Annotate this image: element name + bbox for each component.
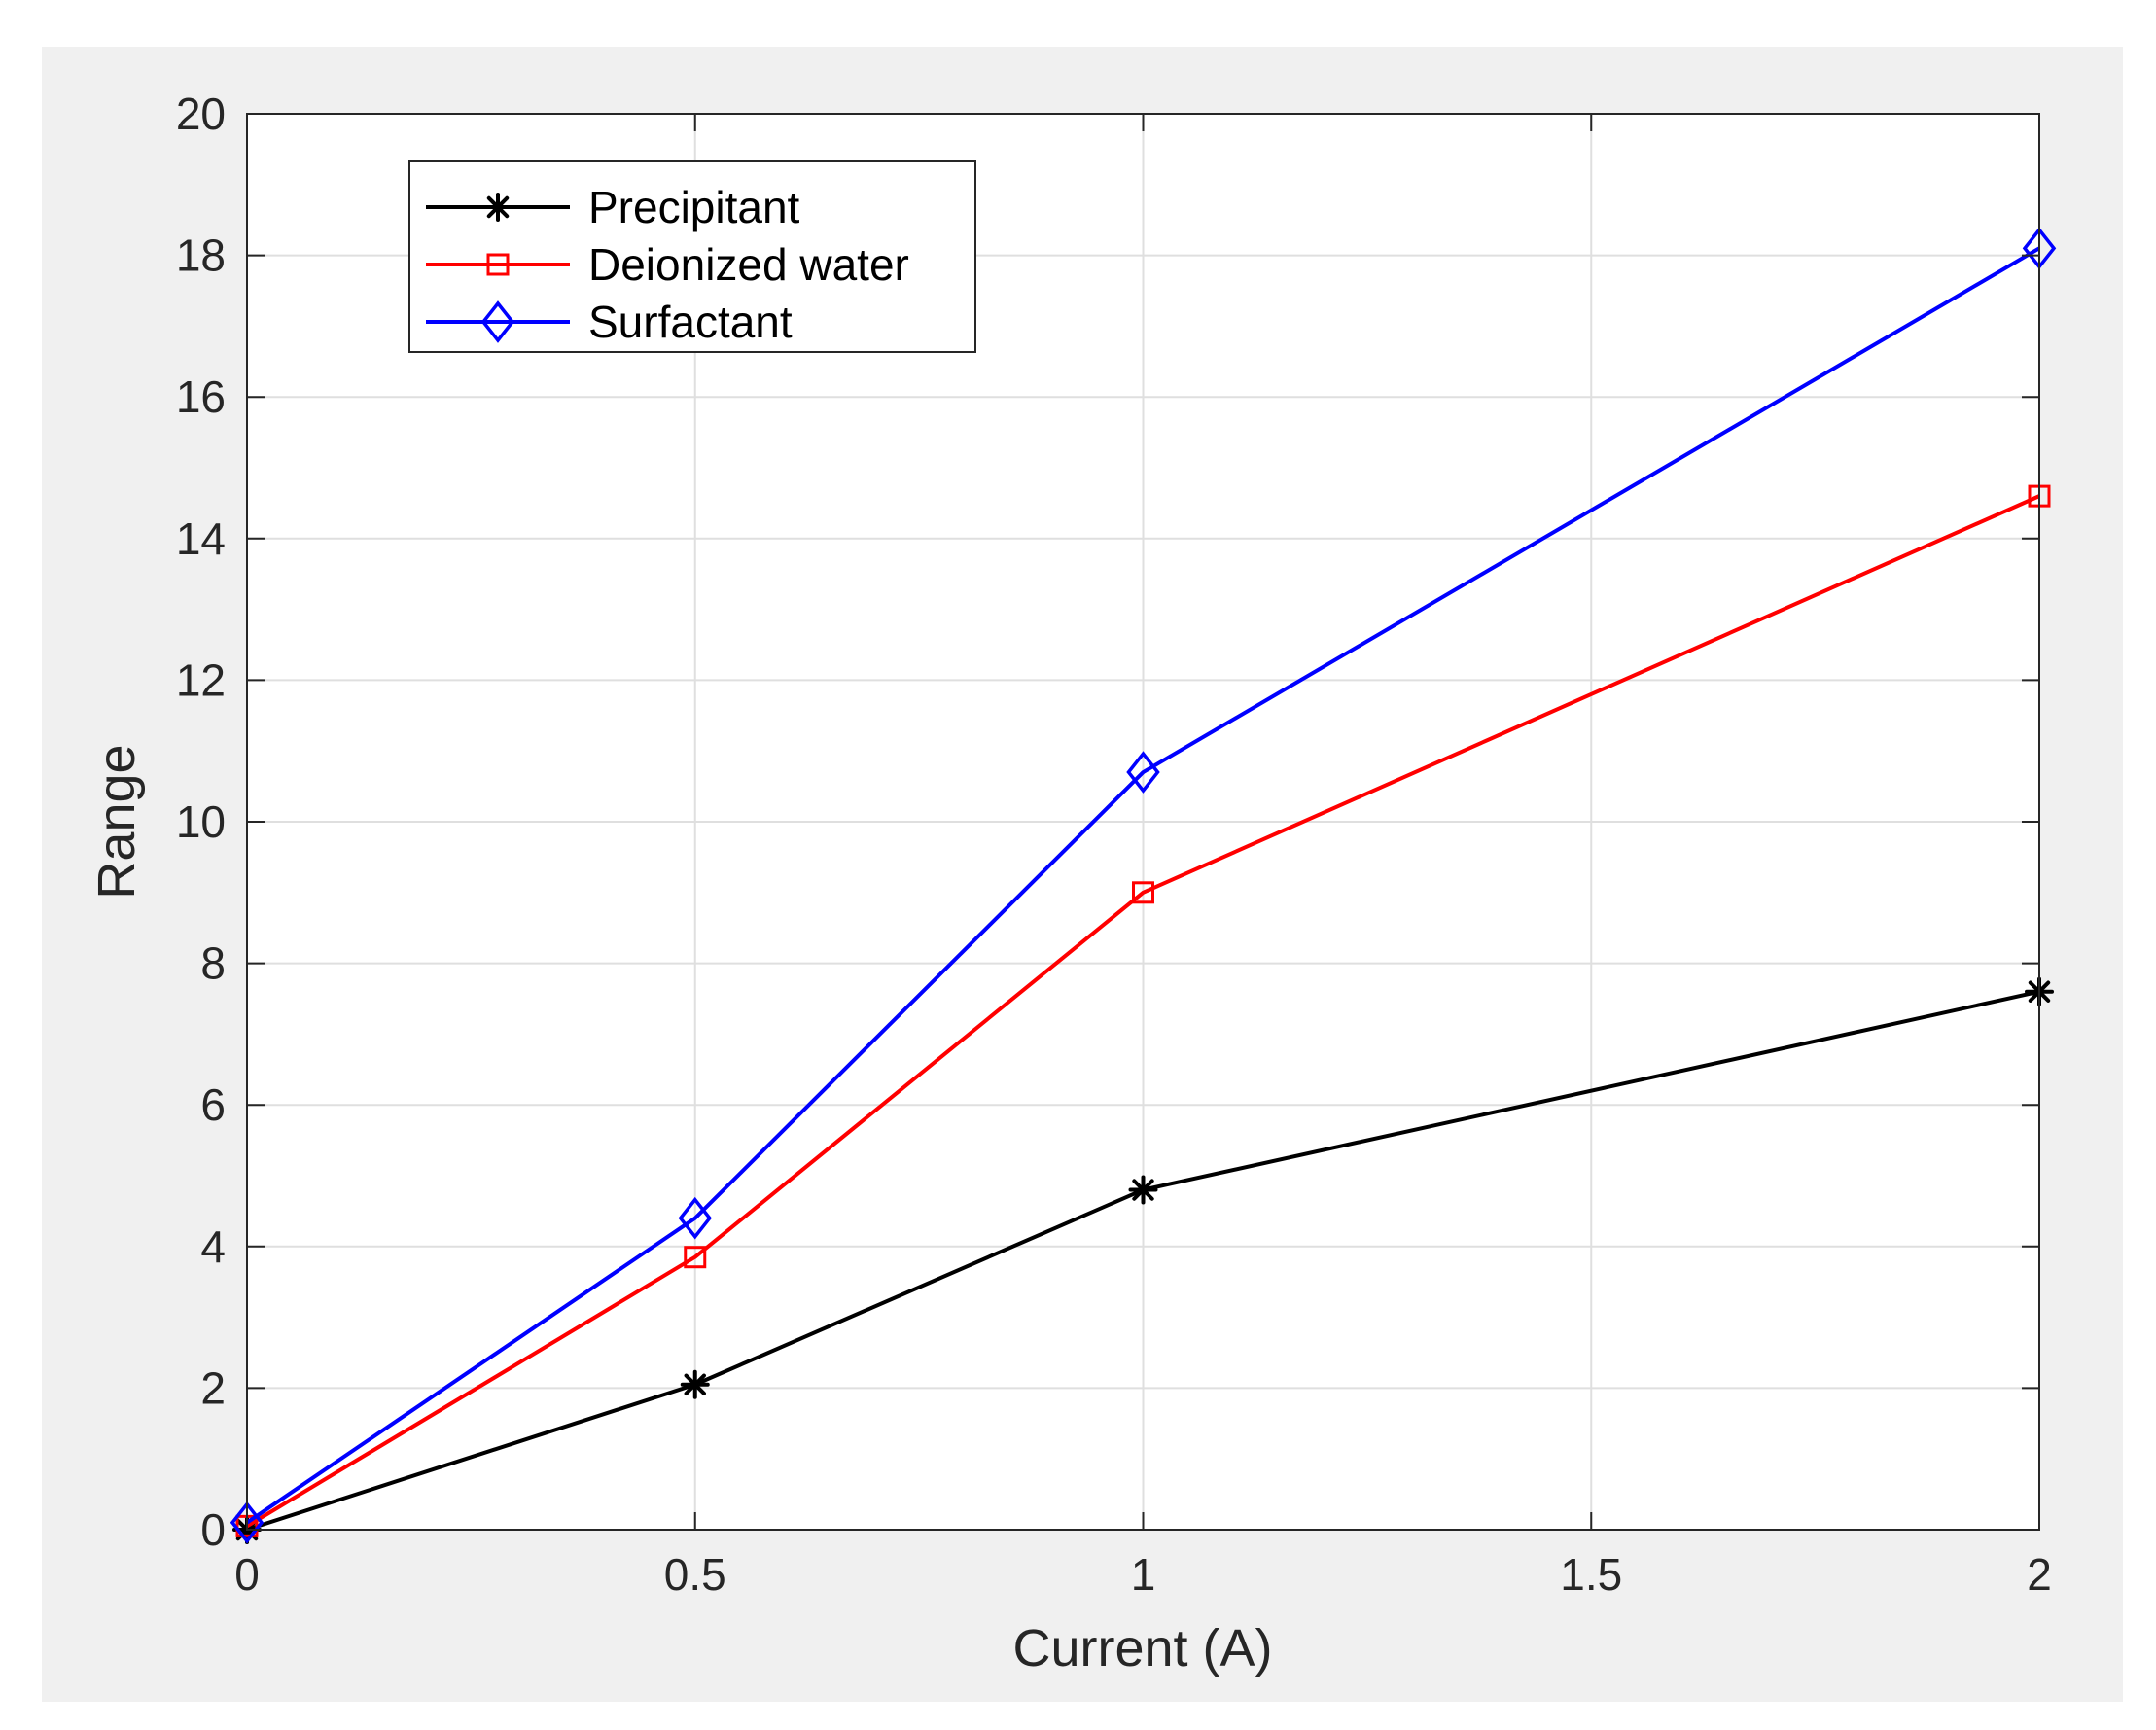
asterisk-stroke [1132,1179,1154,1201]
y-tick-label: 14 [176,513,226,564]
data-point [684,1246,707,1269]
legend-items: Precipitant Deionized water Surfactant [426,182,909,347]
figure-background: 0 0.5 1 1.5 2 0 2 4 6 8 10 12 14 16 18 20 Current (A) R… [42,47,2123,1702]
data-point [678,1196,712,1240]
y-tick-label: 0 [200,1504,226,1555]
y-axis-title: Range [88,744,146,899]
x-tick-label: 0.5 [664,1549,726,1600]
legend-label: Precipitant [588,182,800,232]
y-tick-label: 2 [200,1362,226,1413]
asterisk-stroke [684,1373,706,1395]
legend-item: Deionized water [426,239,909,290]
y-tick-label: 6 [200,1079,226,1130]
y-tick-label: 8 [200,938,226,989]
legend-label: Surfactant [588,297,793,347]
legend-marker [483,193,512,222]
ticks [246,113,2040,1531]
data-point [680,1369,710,1399]
y-tick-label: 18 [176,230,226,281]
series-line [246,989,2040,1532]
legend-item: Surfactant [426,297,793,347]
legend: Precipitant Deionized water Surfactant [408,160,976,353]
series-line [245,246,2041,1525]
x-axis-title: Current (A) [1012,1619,1272,1677]
data-point [1128,1175,1158,1205]
series-line [245,494,2040,1529]
y-tick-label: 4 [200,1221,226,1272]
grid-lines [246,113,2040,1531]
y-tick-label: 12 [176,654,226,705]
x-tick-label: 1 [1131,1549,1156,1600]
y-tick-label: 20 [176,88,226,139]
data-point [230,1501,265,1544]
y-tick-label: 10 [176,796,226,847]
data-point [1132,881,1154,904]
legend-marker [480,300,515,343]
legend-item: Precipitant [426,182,800,232]
data-point [1126,751,1160,794]
legend-marker [486,253,510,276]
legend-label: Deionized water [588,239,909,290]
asterisk-stroke [486,195,510,219]
y-tick-label: 16 [176,371,226,422]
x-tick-label: 0 [234,1549,260,1600]
x-tick-label: 1.5 [1560,1549,1622,1600]
x-tick-label: 2 [2027,1549,2052,1600]
